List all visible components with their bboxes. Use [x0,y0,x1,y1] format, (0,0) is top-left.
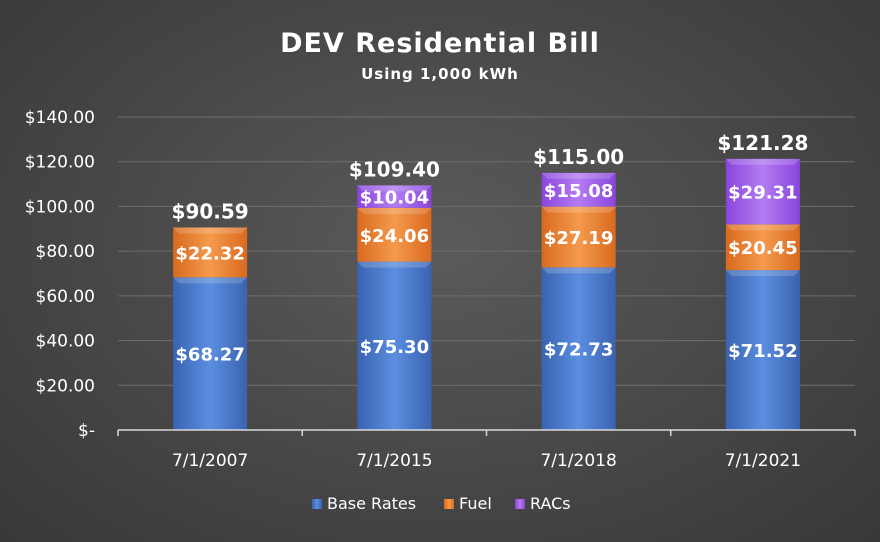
bar-bevel [541,267,616,274]
bar-base-rates [725,270,800,430]
bar-base-rates [357,261,432,430]
x-tick-label: 7/1/2015 [356,451,432,471]
chart-title: DEV Residential Bill [280,28,600,59]
segment-value-label: $15.08 [544,181,613,202]
bar-bevel [357,261,432,268]
bar-bevel [357,185,432,192]
legend-label: Base Rates [327,494,416,513]
segment-value-label: $71.52 [728,341,797,362]
y-tick-label: $100.00 [25,197,95,217]
legend-swatch-racs [515,499,525,509]
bar-fuel [725,224,800,271]
y-tick-label: $- [78,421,95,441]
bar-bevel [725,224,800,231]
y-tick-label: $120.00 [25,153,95,173]
legend-swatch-fuel [444,499,454,509]
total-value-label: $115.00 [533,145,624,169]
chart-subtitle: Using 1,000 kWh [361,65,519,83]
segment-value-label: $20.45 [728,238,797,259]
bar-base-rates [173,277,248,430]
y-tick-label: $140.00 [25,108,95,128]
y-tick-label: $40.00 [36,332,95,352]
bar-racs [725,158,800,225]
total-value-label: $90.59 [172,199,249,223]
bar-fuel [173,227,248,278]
segment-value-label: $24.06 [360,226,429,247]
y-tick-label: $80.00 [36,242,95,262]
bar-base-rates [541,267,616,430]
bar-racs [541,172,616,207]
total-value-label: $109.40 [349,157,440,181]
legend-label: RACs [530,494,571,513]
data-labels: $68.27 $22.32 $90.59 $75.30 $24.06 $10.04 $109… [172,131,809,366]
bar-bevel [541,206,616,213]
segment-value-label: $27.19 [544,228,613,249]
y-axis-ticks: $- $20.00 $40.00 $60.00 $80.00 $100.00 $120.00… [25,108,95,441]
x-tick-label: 7/1/2018 [540,451,616,471]
bar-fuel [541,206,616,268]
bar-bevel [725,270,800,277]
segment-value-label: $29.31 [728,183,797,204]
total-value-label: $121.28 [717,131,808,155]
x-axis-ticks: 7/1/2007 7/1/2015 7/1/2018 7/1/2021 [117,430,856,471]
bar-bevel [541,172,616,179]
y-tick-label: $60.00 [36,287,95,307]
segment-value-label: $72.73 [544,340,613,361]
segment-value-label: $68.27 [175,345,244,366]
y-tick-label: $20.00 [36,376,95,396]
segment-value-label: $22.32 [175,243,244,264]
segment-value-label: $10.04 [360,188,429,209]
x-tick-label: 7/1/2021 [725,451,801,471]
x-tick-label: 7/1/2007 [172,451,248,471]
legend-swatch-base-rates [312,499,322,509]
segment-value-label: $75.30 [360,337,429,358]
bar-bevel [173,227,248,234]
bars [173,158,800,430]
legend-label: Fuel [459,494,492,513]
bar-bevel [173,277,248,284]
bar-bevel [357,207,432,214]
bar-bevel [725,158,800,165]
bar-racs [357,185,432,208]
legend: Base Rates Fuel RACs [312,494,571,513]
bar-fuel [357,207,432,262]
